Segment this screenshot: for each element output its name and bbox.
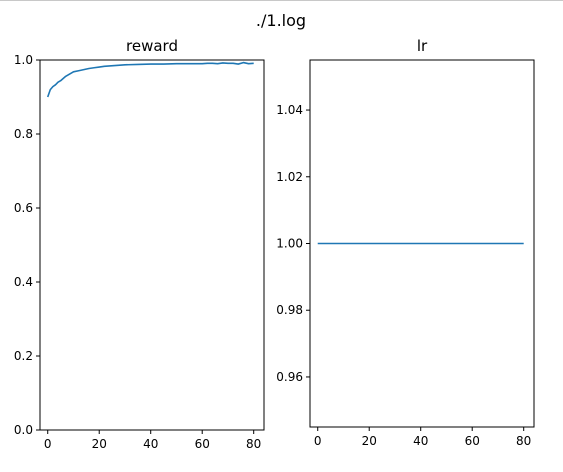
- series-line: [46, 61, 254, 98]
- figure-title: ./1.log: [256, 11, 306, 30]
- y-tick-label: 0.2: [14, 349, 33, 363]
- axes-frame: [39, 59, 265, 431]
- window-top-border: [0, 0, 563, 1]
- subplot-title: lr: [417, 37, 428, 55]
- x-tick-label: 20: [92, 437, 107, 451]
- subplot-title: reward: [126, 37, 178, 55]
- lr-subplot: lr 0 20 40 60 80 0.96 0.98 1.00 1.02 1.04: [276, 37, 535, 448]
- x-tick-label: 0: [44, 437, 52, 451]
- x-tick-label: 0: [314, 434, 322, 448]
- y-tick-label: 0.6: [14, 201, 33, 215]
- x-tick-label: 40: [413, 434, 428, 448]
- y-tick-label: 0.0: [14, 423, 33, 437]
- x-tick-label: 20: [362, 434, 377, 448]
- x-tick-label: 60: [195, 437, 210, 451]
- y-tick-label: 0.8: [14, 127, 33, 141]
- y-tick-label: 1.0: [14, 53, 33, 67]
- y-tick-label: 1.04: [276, 103, 303, 117]
- reward-subplot: reward 0 20 40 60 80 0.0 0.2 0.4 0.6 0.8 1.0: [14, 37, 265, 451]
- x-tick-label: 60: [465, 434, 480, 448]
- y-tick-label: 1.02: [276, 170, 303, 184]
- x-tick-label: 80: [246, 437, 261, 451]
- y-tick-label: 1.00: [276, 237, 303, 251]
- y-tick-label: 0.96: [276, 370, 303, 384]
- y-tick-label: 0.4: [14, 275, 33, 289]
- x-tick-label: 40: [143, 437, 158, 451]
- x-tick-label: 80: [516, 434, 531, 448]
- y-tick-label: 0.98: [276, 303, 303, 317]
